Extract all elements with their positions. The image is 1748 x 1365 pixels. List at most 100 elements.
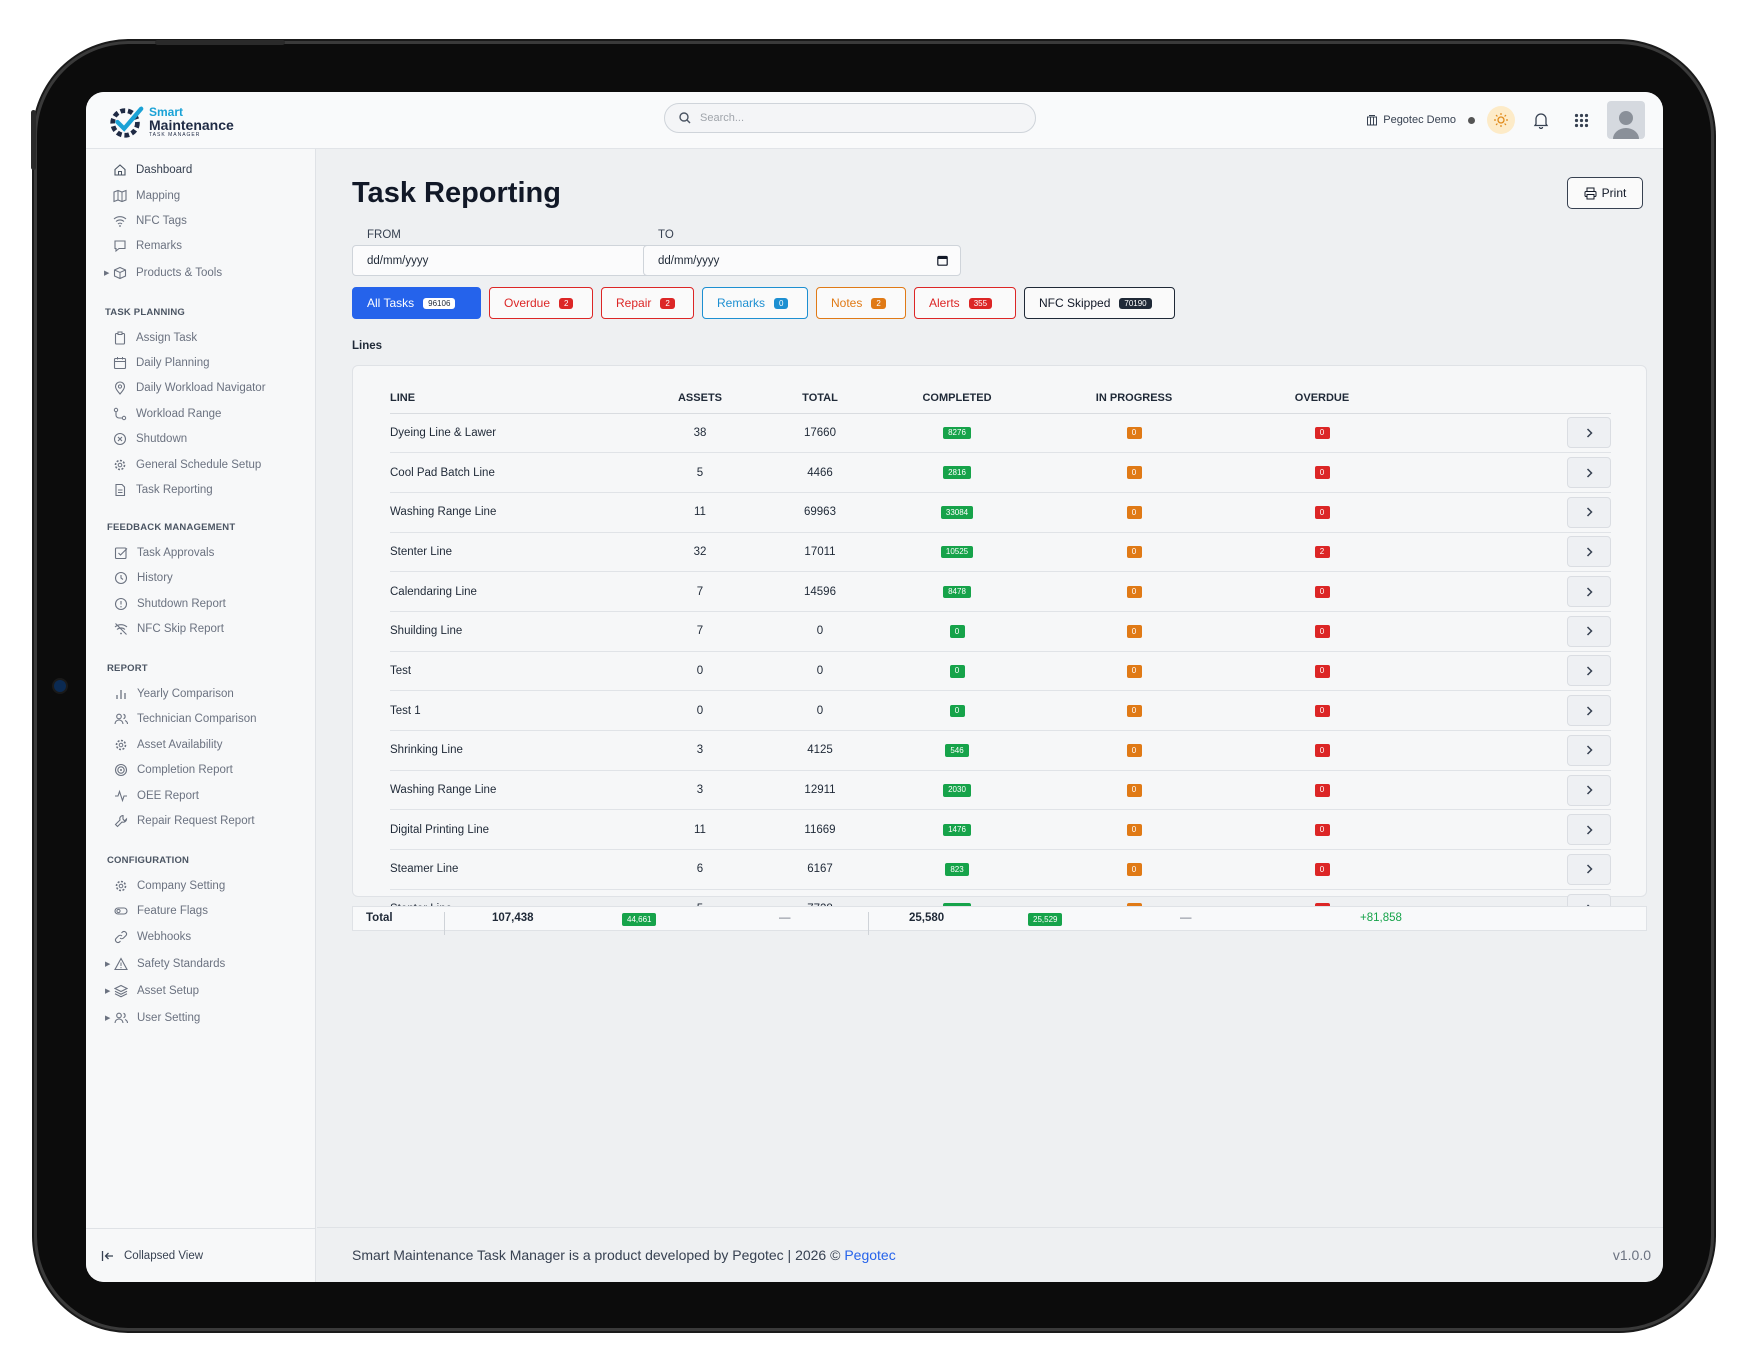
sidebar-item-task-reporting[interactable]: Task Reporting bbox=[113, 483, 213, 497]
column-header-assets: ASSETS bbox=[640, 384, 760, 414]
completed-cell: 0 bbox=[880, 611, 1034, 652]
logo-text-subtitle: TASK MANAGER bbox=[149, 132, 201, 138]
row-details-button[interactable] bbox=[1567, 457, 1611, 489]
row-details-button[interactable] bbox=[1567, 853, 1611, 885]
app-logo[interactable]: Smart Maintenance TASK MANAGER bbox=[107, 104, 234, 140]
table-row[interactable]: Steamer Line 6 6167 823 0 0 bbox=[390, 849, 1611, 890]
sidebar-item-company-setting[interactable]: Company Setting bbox=[114, 879, 225, 893]
filter-label: Overdue bbox=[504, 296, 551, 310]
table-row[interactable]: Test 0 0 0 0 0 bbox=[390, 651, 1611, 692]
to-date-input[interactable]: dd/mm/yyyy bbox=[643, 245, 961, 276]
sidebar-item-daily-workload-navigator[interactable]: Daily Workload Navigator bbox=[113, 381, 266, 395]
sidebar-item-general-schedule-setup[interactable]: General Schedule Setup bbox=[113, 458, 261, 472]
filter-repair-button[interactable]: Repair 2 bbox=[601, 287, 694, 319]
status-dot-icon bbox=[1468, 116, 1475, 124]
filter-overdue-button[interactable]: Overdue 2 bbox=[489, 287, 593, 319]
print-button[interactable]: Print bbox=[1567, 177, 1643, 209]
table-row[interactable]: Digital Printing Line 11 11669 1476 0 0 bbox=[390, 809, 1611, 851]
printer-icon bbox=[1584, 187, 1597, 199]
table-row[interactable]: Shuilding Line 7 0 0 0 0 bbox=[390, 611, 1611, 652]
overdue-cell: 0 bbox=[1234, 413, 1410, 454]
totals-badge-2: 25,529 bbox=[1028, 913, 1063, 926]
row-details-button[interactable] bbox=[1567, 417, 1611, 449]
sidebar-item-label: Dashboard bbox=[136, 164, 193, 176]
completed-badge: 823 bbox=[945, 863, 969, 876]
filter-notes-button[interactable]: Notes 2 bbox=[816, 287, 906, 319]
overdue-cell: 0 bbox=[1234, 452, 1410, 493]
filter-nfc-skipped-button[interactable]: NFC Skipped 70190 bbox=[1024, 287, 1175, 319]
sidebar-item-asset-availability[interactable]: Asset Availability bbox=[114, 738, 222, 752]
sidebar-item-label: Technician Comparison bbox=[137, 713, 257, 725]
users-icon bbox=[114, 713, 128, 725]
sidebar-item-yearly-comparison[interactable]: Yearly Comparison bbox=[114, 687, 234, 701]
row-details-button[interactable] bbox=[1567, 774, 1611, 806]
row-details-button[interactable] bbox=[1567, 615, 1611, 647]
sidebar-item-task-approvals[interactable]: Task Approvals bbox=[114, 546, 214, 560]
filter-alerts-button[interactable]: Alerts 355 bbox=[914, 287, 1016, 319]
table-row[interactable]: Washing Range Line 3 12911 2030 0 0 bbox=[390, 770, 1611, 811]
caret-right-icon: ▶ bbox=[105, 988, 111, 995]
sidebar-item-technician-comparison[interactable]: Technician Comparison bbox=[114, 712, 257, 726]
search-input[interactable] bbox=[700, 112, 1000, 124]
sidebar-item-assign-task[interactable]: Assign Task bbox=[113, 331, 197, 345]
sidebar-item-user-setting[interactable]: ▶ User Setting bbox=[105, 1011, 200, 1025]
sidebar-item-webhooks[interactable]: Webhooks bbox=[114, 930, 191, 944]
sidebar-item-dashboard[interactable]: Dashboard bbox=[113, 163, 192, 177]
from-date-input[interactable]: dd/mm/yyyy bbox=[352, 245, 670, 276]
sidebar-item-workload-range[interactable]: Workload Range bbox=[113, 407, 221, 421]
gear-icon bbox=[115, 880, 127, 892]
line-name: Shrinking Line bbox=[390, 730, 640, 771]
sidebar-item-daily-planning[interactable]: Daily Planning bbox=[113, 356, 210, 370]
sidebar-item-repair-request-report[interactable]: Repair Request Report bbox=[114, 814, 255, 828]
sidebar-item-shutdown[interactable]: Shutdown bbox=[113, 432, 187, 446]
table-row[interactable]: Shrinking Line 3 4125 546 0 0 bbox=[390, 730, 1611, 771]
row-details-button[interactable] bbox=[1567, 496, 1611, 528]
total-count: 0 bbox=[760, 690, 880, 731]
search-box[interactable] bbox=[664, 103, 1036, 133]
table-row[interactable]: Washing Range Line 11 69963 33084 0 0 bbox=[390, 492, 1611, 533]
apps-menu-button[interactable] bbox=[1567, 106, 1595, 134]
overdue-cell: 0 bbox=[1234, 849, 1410, 890]
row-action-cell bbox=[1410, 452, 1611, 493]
table-row[interactable]: Cool Pad Batch Line 5 4466 2816 0 0 bbox=[390, 452, 1611, 493]
chevron-right-icon bbox=[1586, 587, 1593, 597]
row-details-button[interactable] bbox=[1567, 695, 1611, 727]
total-count: 0 bbox=[760, 611, 880, 652]
completed-cell: 33084 bbox=[880, 492, 1034, 533]
completed-badge: 1476 bbox=[943, 823, 971, 837]
table-row[interactable]: Stenter Line 32 17011 10525 0 2 bbox=[390, 532, 1611, 573]
sidebar-item-history[interactable]: History bbox=[114, 571, 173, 585]
collapse-sidebar-button[interactable]: Collapsed View bbox=[86, 1228, 315, 1282]
row-details-button[interactable] bbox=[1567, 655, 1611, 687]
sidebar-item-feature-flags[interactable]: Feature Flags bbox=[114, 904, 208, 918]
table-row[interactable]: Dyeing Line & Lawer 38 17660 8276 0 0 bbox=[390, 413, 1611, 454]
sidebar-item-nfc-tags[interactable]: NFC Tags bbox=[113, 214, 187, 228]
sidebar-item-oee-report[interactable]: OEE Report bbox=[114, 789, 199, 803]
sidebar-item-nfc-skip-report[interactable]: NFC Skip Report bbox=[114, 622, 224, 636]
user-avatar[interactable] bbox=[1607, 101, 1645, 139]
notifications-button[interactable] bbox=[1527, 106, 1555, 134]
sidebar-item-products-tools[interactable]: ▶ Products & Tools bbox=[104, 266, 222, 280]
table-row[interactable]: Calendaring Line 7 14596 8478 0 0 bbox=[390, 571, 1611, 612]
theme-toggle-button[interactable] bbox=[1487, 106, 1515, 134]
sidebar-item-asset-setup[interactable]: ▶ Asset Setup bbox=[105, 984, 199, 998]
totals-label: Total bbox=[366, 912, 393, 924]
organization-selector[interactable]: Pegotec Demo bbox=[1366, 114, 1456, 126]
circle-alert-icon bbox=[114, 597, 128, 611]
row-details-button[interactable] bbox=[1567, 576, 1611, 608]
sun-icon bbox=[1494, 113, 1508, 127]
filter-all-tasks-button[interactable]: All Tasks 96106 bbox=[352, 287, 481, 319]
in-progress-badge: 0 bbox=[1126, 783, 1142, 797]
clock-icon bbox=[114, 571, 128, 585]
row-details-button[interactable] bbox=[1567, 814, 1611, 846]
sidebar-item-safety-standards[interactable]: ▶ Safety Standards bbox=[105, 957, 225, 971]
footer-pegotec-link[interactable]: Pegotec bbox=[844, 1247, 896, 1263]
sidebar-item-completion-report[interactable]: Completion Report bbox=[114, 763, 233, 777]
filter-remarks-button[interactable]: Remarks 0 bbox=[702, 287, 808, 319]
sidebar-item-remarks[interactable]: Remarks bbox=[113, 239, 182, 253]
sidebar-item-shutdown-report[interactable]: Shutdown Report bbox=[114, 597, 226, 611]
row-details-button[interactable] bbox=[1567, 734, 1611, 766]
sidebar-item-mapping[interactable]: Mapping bbox=[113, 189, 180, 203]
row-details-button[interactable] bbox=[1567, 536, 1611, 568]
